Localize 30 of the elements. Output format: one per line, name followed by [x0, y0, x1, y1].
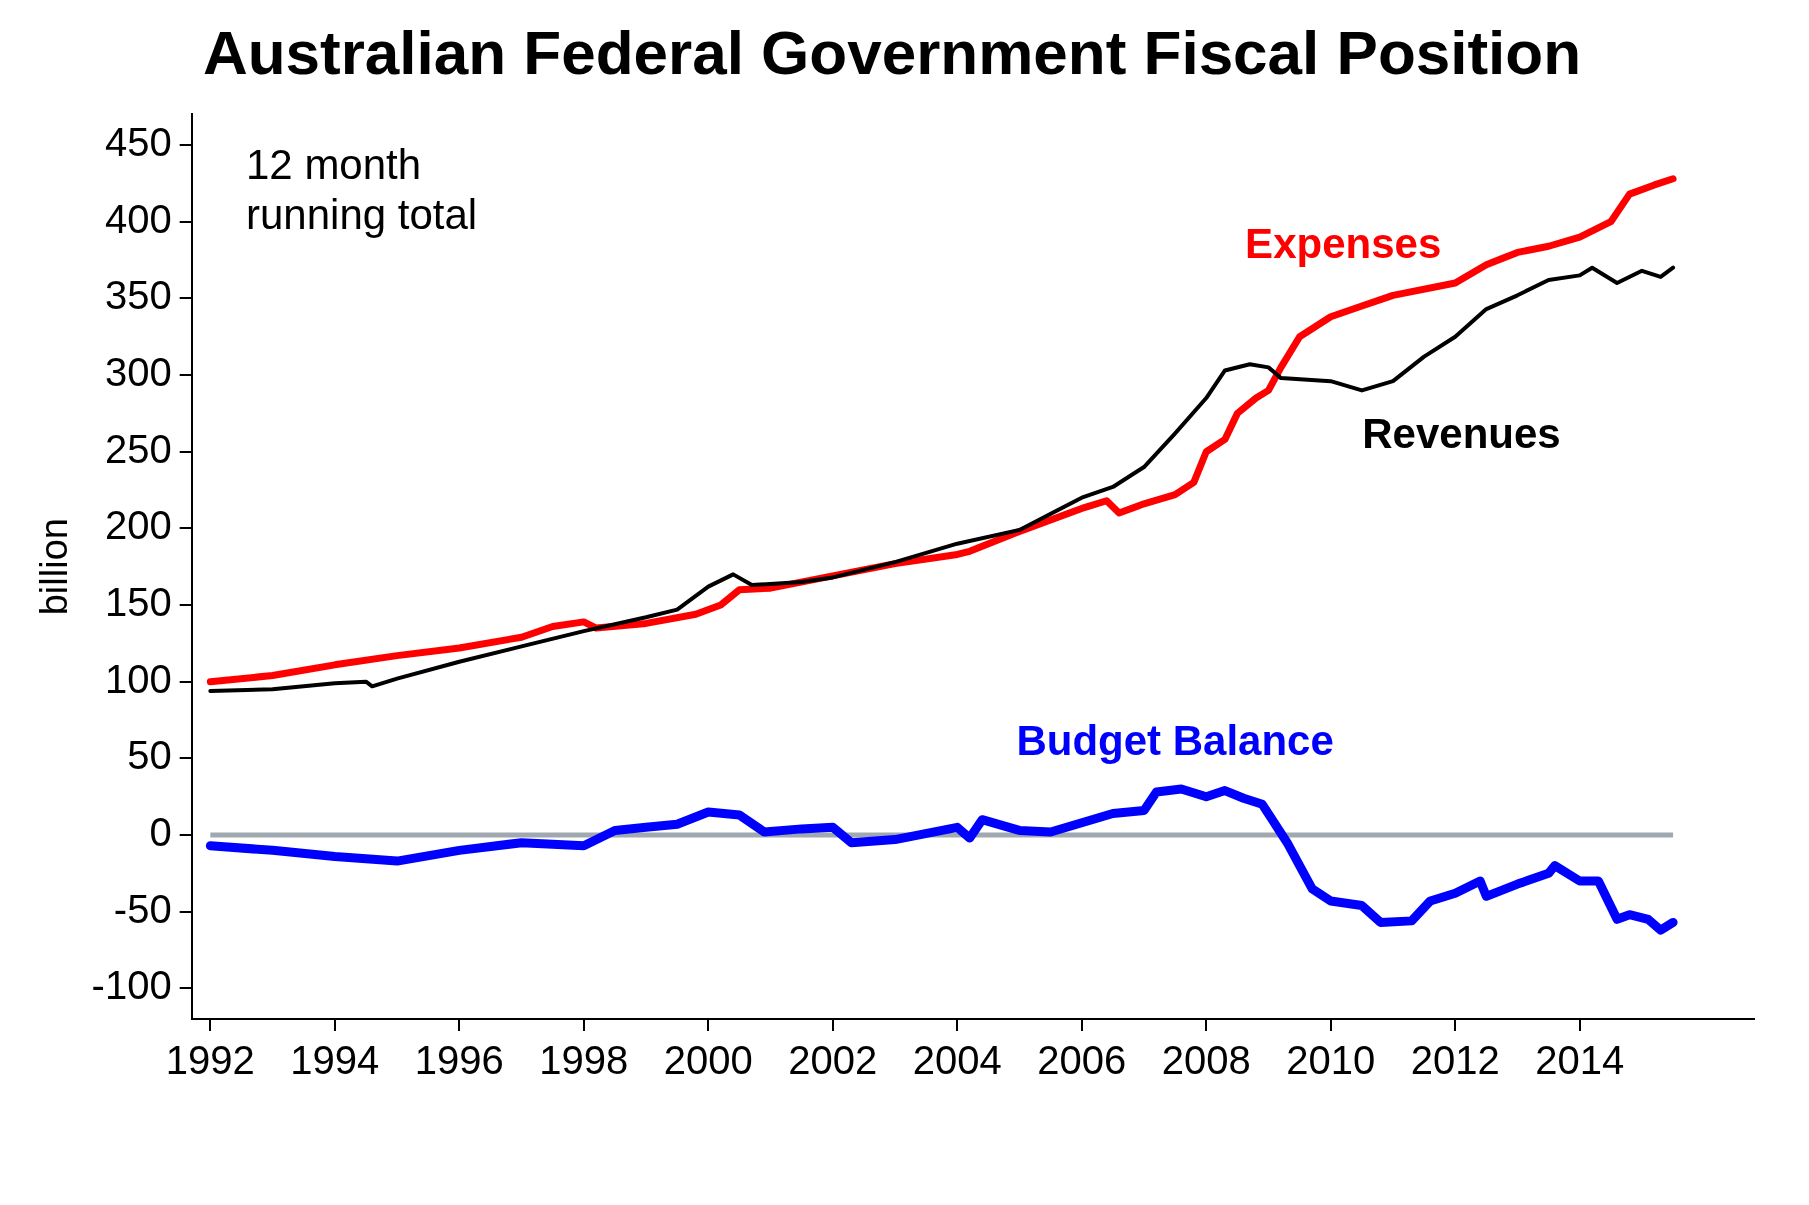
x-tick-label: 2004 — [912, 1038, 1002, 1083]
y-tick-label: 200 — [104, 503, 172, 548]
y-tick-label: 450 — [104, 120, 172, 165]
y-axis-title: billion — [33, 518, 76, 616]
y-tick-label: 300 — [104, 350, 172, 395]
x-tick-label: 2012 — [1410, 1038, 1500, 1083]
series-label: Budget Balance — [1016, 716, 1334, 764]
series-label: Revenues — [1362, 409, 1561, 457]
y-tick-label: 150 — [104, 580, 172, 625]
y-tick-label: 50 — [127, 733, 172, 778]
x-tick-label: 1996 — [414, 1038, 504, 1083]
x-tick-label: 2006 — [1037, 1038, 1127, 1083]
x-tick-label: 2008 — [1161, 1038, 1251, 1083]
x-tick-label: 2000 — [663, 1038, 753, 1083]
x-tick-label: 1998 — [539, 1038, 629, 1083]
series-label: Expenses — [1245, 219, 1442, 267]
annotation: 12 month running total — [246, 140, 479, 241]
y-tick-label: -50 — [113, 886, 172, 931]
x-tick-label: 1992 — [165, 1038, 255, 1083]
y-tick-label: 400 — [104, 196, 172, 241]
x-tick-label: 2002 — [788, 1038, 878, 1083]
y-tick-label: -100 — [91, 963, 172, 1008]
x-tick-label: 2010 — [1286, 1038, 1376, 1083]
x-tick-label: 1994 — [290, 1038, 380, 1083]
y-tick-label: 0 — [149, 810, 172, 855]
y-tick-label: 100 — [104, 656, 172, 701]
y-tick-label: 250 — [104, 426, 172, 471]
x-tick-label: 2014 — [1535, 1038, 1625, 1083]
chart-title: Australian Federal Government Fiscal Position — [202, 18, 1582, 88]
y-tick-label: 350 — [104, 273, 172, 318]
